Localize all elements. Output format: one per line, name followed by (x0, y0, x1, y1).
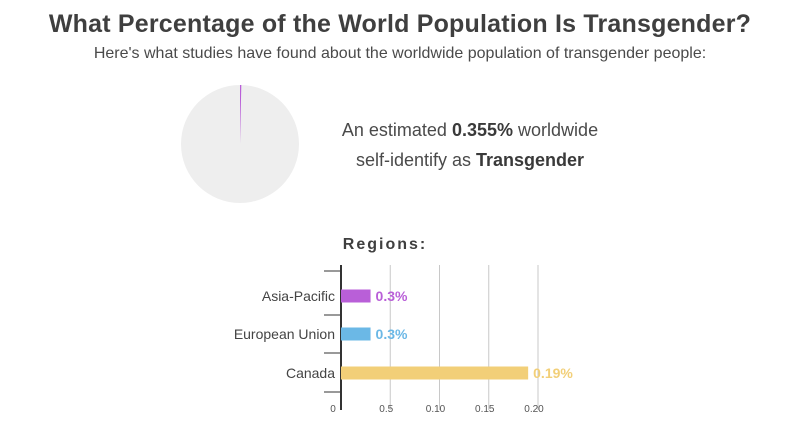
bar-canada (341, 366, 529, 380)
pie-chart (181, 85, 299, 203)
pie-slice-transgender (240, 85, 242, 144)
page-subtitle: Here's what studies have found about the… (93, 45, 707, 62)
bar-european-union (341, 327, 371, 341)
x-tick-label: 0.15 (475, 404, 495, 415)
x-tick-label: 0.20 (524, 404, 544, 415)
x-tick-label: 0.5 (379, 404, 393, 415)
page-title: What Percentage of the World Population … (48, 10, 752, 38)
x-tick-label: 0 (330, 404, 336, 415)
statement: An estimated 0.355% worldwide self-ident… (300, 115, 640, 175)
category-label: European Union (234, 326, 335, 342)
statement-line2-prefix: self-identify as (355, 150, 471, 170)
statement-emphasis: Transgender (476, 150, 585, 170)
category-label: Canada (286, 365, 335, 381)
x-tick-label: 0.10 (426, 404, 446, 415)
category-label: Asia-Pacific (262, 288, 335, 304)
statement-prefix: An estimated (341, 120, 447, 140)
data-label: 0.3% (376, 288, 408, 304)
data-label: 0.3% (376, 326, 408, 342)
chart-title: Regions: (342, 236, 428, 253)
statement-value: 0.355% (451, 120, 514, 140)
statement-line-2: self-identify as Transgender (300, 145, 640, 175)
bar-asia-pacific (341, 289, 371, 303)
data-label: 0.19% (533, 365, 573, 381)
statement-middle: worldwide (518, 120, 599, 140)
statement-line-1: An estimated 0.355% worldwide (300, 115, 640, 145)
